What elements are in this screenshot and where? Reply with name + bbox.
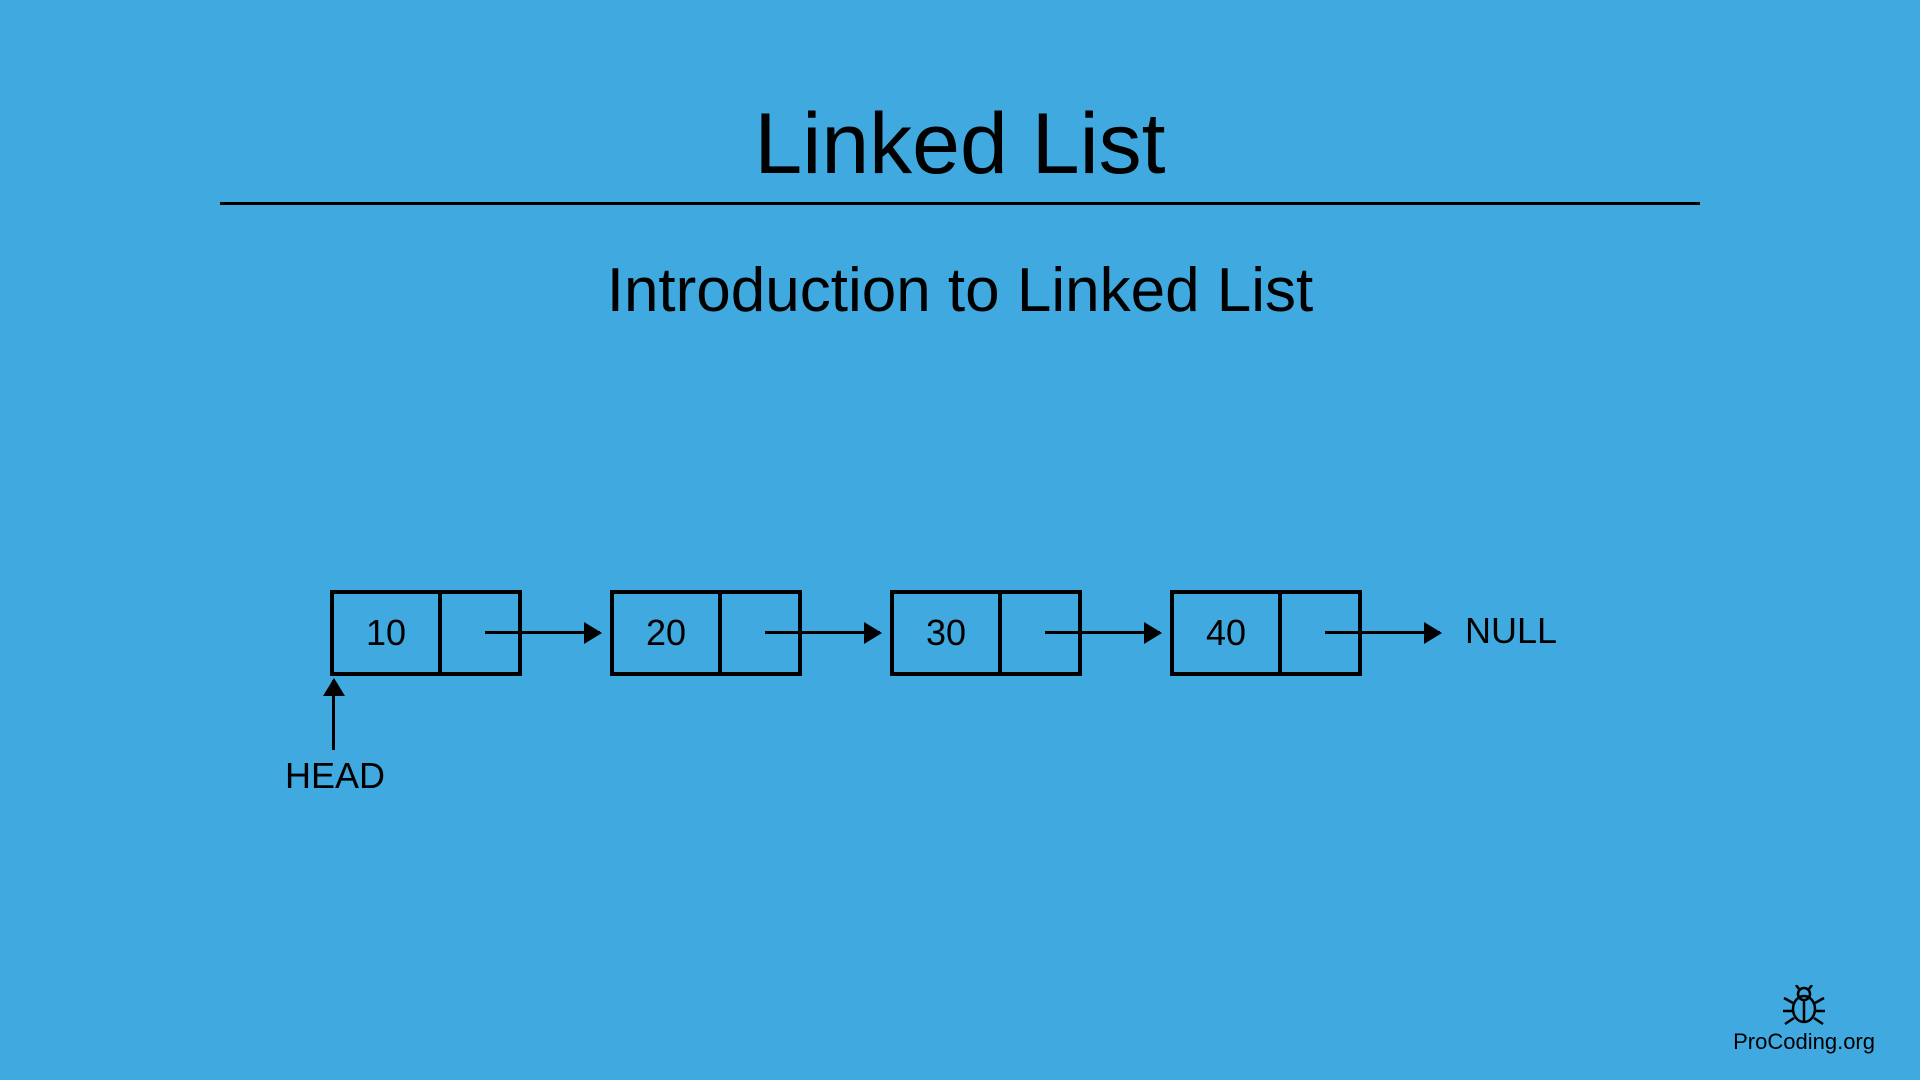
arrow-icon: [1325, 631, 1440, 634]
arrow-icon: [485, 631, 600, 634]
main-title: Linked List: [220, 95, 1700, 202]
null-label: NULL: [1465, 610, 1557, 652]
node-data: 30: [894, 594, 1002, 672]
node-data: 20: [614, 594, 722, 672]
subtitle: Introduction to Linked List: [607, 255, 1314, 326]
node-data: 40: [1174, 594, 1282, 672]
arrow-icon: [765, 631, 880, 634]
arrow-up-icon: [332, 680, 335, 750]
head-label: HEAD: [285, 755, 385, 797]
node-data: 10: [334, 594, 442, 672]
arrow-icon: [1045, 631, 1160, 634]
logo: ProCoding.org: [1733, 985, 1875, 1055]
logo-text: ProCoding.org: [1733, 1029, 1875, 1055]
bug-icon: [1782, 985, 1826, 1025]
title-underline: [220, 202, 1700, 205]
